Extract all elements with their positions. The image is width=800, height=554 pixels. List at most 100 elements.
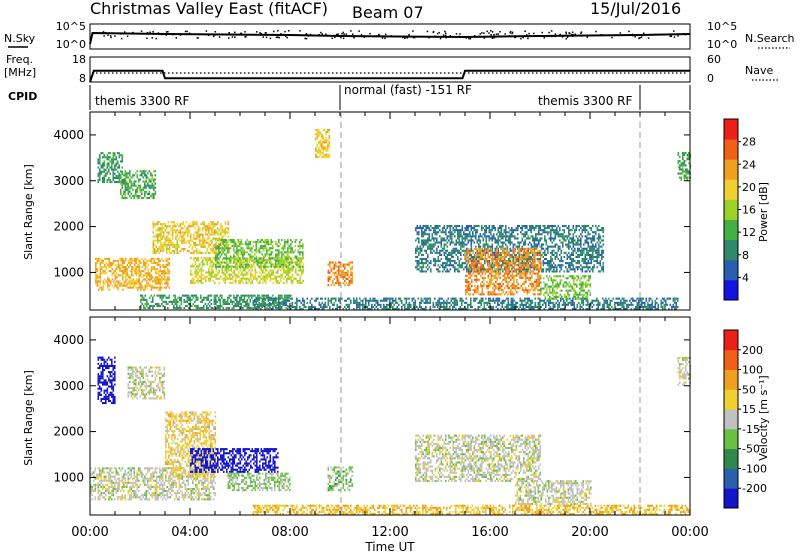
heat-cell [194,257,197,260]
heat-cell [558,305,561,308]
heat-cell [212,223,215,226]
heat-cell [300,259,303,262]
nsky-dot [318,34,320,36]
heat-cell [451,225,453,228]
heat-cell [156,286,159,289]
heat-cell [246,294,249,297]
heat-cell [656,301,658,304]
heat-cell [113,280,115,283]
heat-cell [429,307,432,310]
heat-cell [306,301,309,304]
heat-cell [591,301,594,304]
heat-cell [112,154,115,157]
heat-cell [491,305,493,308]
heat-cell [344,275,346,278]
heat-cell [167,225,170,228]
heat-cell [262,271,264,274]
heat-cell [287,259,290,262]
heat-cell [261,305,264,308]
heat-cell [348,265,351,268]
heat-cell [114,168,116,171]
heat-cell [123,284,126,287]
heat-cell [461,264,464,267]
heat-cell [153,180,155,183]
heat-cell [333,273,336,276]
heat-cell [396,301,399,304]
heat-cell [207,298,210,301]
heat-cell [269,265,272,268]
heat-cell [206,247,209,250]
heat-cell [473,297,475,300]
heat-cell [245,279,248,282]
heat-cell [235,275,237,278]
heat-cell [239,296,241,299]
heat-cell [499,245,501,248]
heat-cell [208,227,210,230]
heat-cell [270,257,273,260]
heat-cell [144,268,147,271]
nsky-dot [278,36,280,39]
heat-cell [234,245,237,248]
heat-cell [356,303,358,306]
heat-cell [436,251,438,254]
heat-cell [246,305,249,308]
heat-cell [442,229,444,232]
heat-cell [630,301,633,304]
heat-cell [443,227,446,230]
heat-cell [157,221,159,224]
heat-cell [243,263,246,266]
heat-cell [206,305,208,308]
heat-cell [238,279,240,282]
heat-cell [113,259,115,262]
heat-cell [473,225,476,228]
heat-cell [533,305,535,308]
heat-cell [278,257,281,260]
heat-cell [449,231,452,234]
heat-cell [150,180,152,183]
heat-cell [96,257,99,260]
heat-cell [219,302,222,305]
heat-cell [515,237,518,240]
heat-cell [144,195,146,198]
heat-cell [126,284,129,287]
heat-cell [499,225,501,228]
heat-cell [672,299,675,302]
heat-cell [146,286,148,289]
heat-cell [143,270,145,273]
heat-cell [197,225,200,228]
heat-cell [549,307,552,310]
heat-cell [216,294,219,297]
heat-cell [138,286,141,289]
heat-cell [119,284,121,287]
heat-cell [295,277,297,280]
heat-cell [509,235,512,238]
heat-cell [264,247,267,250]
heat-cell [230,257,232,260]
heat-cell [405,301,408,304]
heat-cell [533,229,536,232]
heat-cell [505,225,507,228]
heat-cell [151,178,154,181]
heat-cell [460,258,462,261]
heat-cell [129,280,132,283]
heat-cell [129,278,132,281]
heat-cell [564,301,567,304]
heat-cell [221,241,224,244]
heat-cell [208,229,210,232]
heat-cell [596,303,598,306]
heat-cell [206,229,209,232]
heat-cell [230,265,233,268]
heat-cell [491,245,494,248]
heat-cell [134,272,136,275]
heat-cell [159,280,162,283]
heat-cell [542,270,545,273]
heat-cell [239,267,242,270]
heat-cell [199,279,201,282]
heat-cell [148,186,151,189]
heat-cell [278,251,280,254]
heat-cell [193,235,195,238]
nsky-dot [504,33,506,35]
heat-cell [269,247,271,250]
heat-cell [437,264,440,267]
heat-cell [164,286,166,289]
